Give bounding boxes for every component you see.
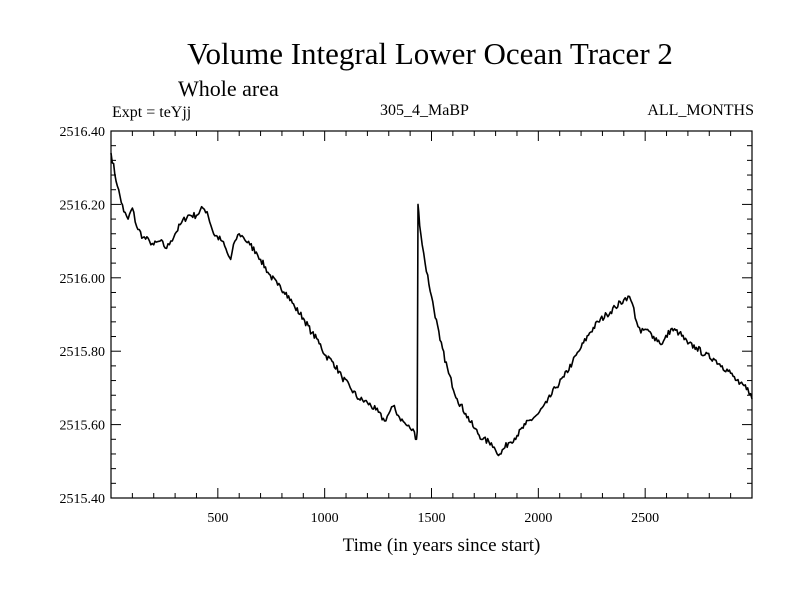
- series-layer: [110, 152, 753, 457]
- y-tick-label: 2516.00: [60, 272, 106, 287]
- x-tick-label: 1500: [418, 511, 446, 526]
- y-tick-label: 2516.20: [60, 198, 106, 213]
- expt-label: Expt = teYjj: [112, 104, 192, 121]
- x-tick-label: 1000: [311, 511, 339, 526]
- x-axis-label: Time (in years since start): [343, 535, 541, 556]
- y-tick-label: 2515.40: [60, 492, 106, 507]
- plot-frame: [110, 130, 753, 499]
- y-tick-label: 2515.60: [60, 419, 106, 434]
- y-tick-label: 2516.40: [60, 125, 106, 140]
- x-tick-label: 2500: [631, 511, 659, 526]
- series-line: [110, 152, 753, 457]
- chart-subtitle: Whole area: [178, 76, 279, 101]
- months-label: ALL_MONTHS: [647, 102, 754, 119]
- center-label: 305_4_MaBP: [380, 102, 469, 119]
- x-tick-label: 500: [207, 511, 228, 526]
- x-tick-label: 2000: [524, 511, 552, 526]
- chart-title: Volume Integral Lower Ocean Tracer 2: [187, 36, 673, 71]
- ticks-layer: 500 1000 1500 2000 2500 2515.40 2515.60 2515.80…: [60, 125, 752, 526]
- y-tick-label: 2515.80: [60, 345, 106, 360]
